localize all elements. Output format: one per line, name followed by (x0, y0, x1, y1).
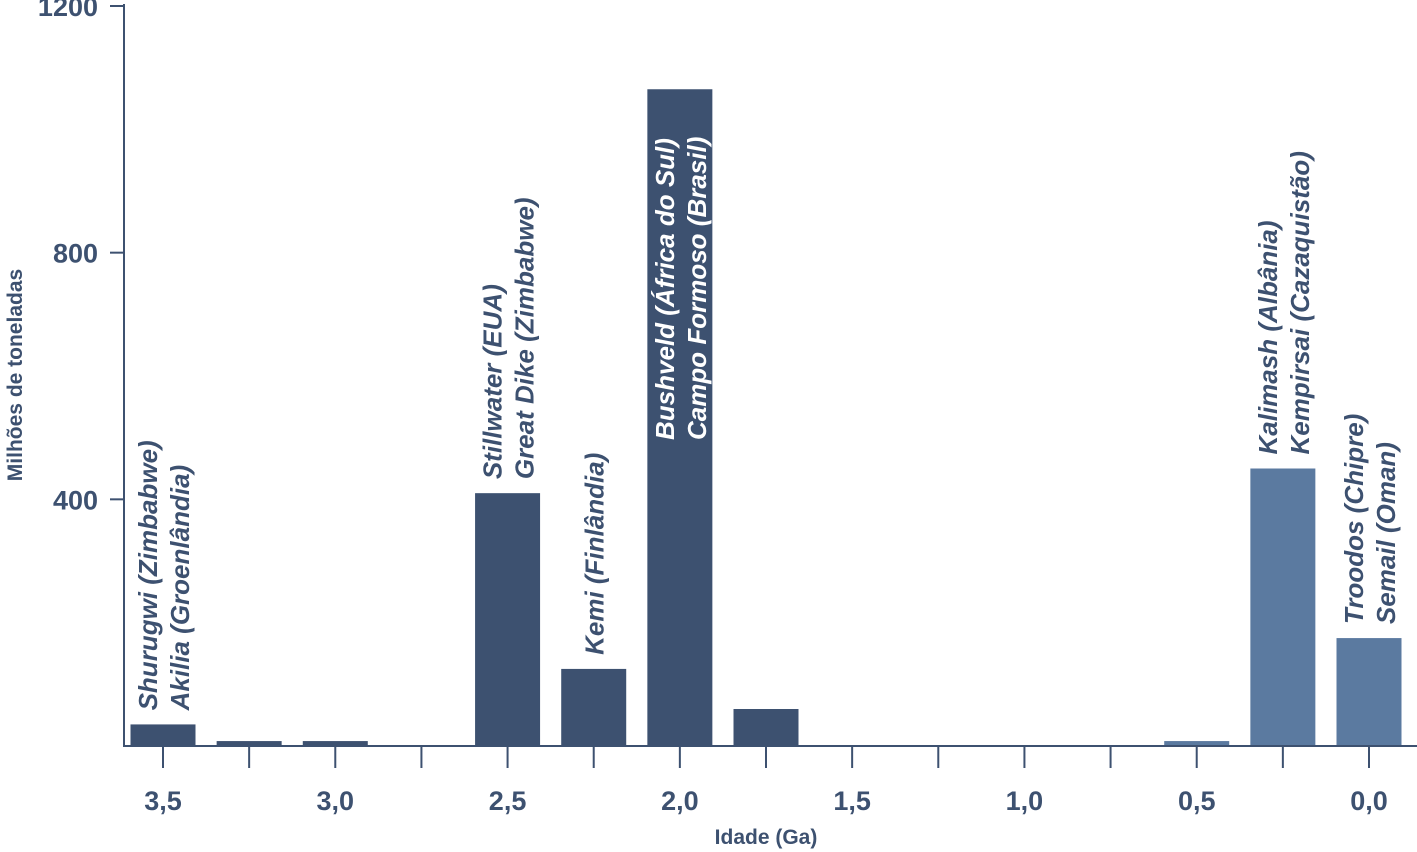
x-tick-label: 3,5 (144, 786, 182, 816)
y-tick-label: 800 (53, 239, 98, 269)
bar (647, 89, 713, 746)
bar-label: Stillwater (EUA) (478, 284, 508, 479)
bar (733, 709, 799, 746)
bar (216, 741, 282, 746)
y-tick-label: 1200 (38, 0, 98, 22)
bar-label: Campo Formoso (Brasil) (682, 137, 712, 440)
bar (130, 724, 196, 746)
bar-label: Akilia (Groenlândia) (165, 465, 195, 712)
x-tick-label: 1,5 (833, 786, 871, 816)
bar-label: Bushveld (África do Sul) (650, 138, 680, 440)
y-tick-label: 400 (53, 485, 98, 515)
y-axis-label: Milhões de toneladas (4, 269, 27, 481)
bar (1164, 741, 1230, 746)
x-tick-label: 0,0 (1350, 786, 1388, 816)
bar-label: Kempirsai (Cazaquistão) (1285, 151, 1315, 454)
x-tick-label: 3,0 (317, 786, 355, 816)
bar (561, 668, 627, 746)
bar (1250, 468, 1316, 746)
x-tick-label: 2,5 (489, 786, 527, 816)
y-ticks: 400 800 1200 (38, 0, 124, 515)
x-tick-label: 2,0 (661, 786, 699, 816)
bar (302, 741, 368, 746)
bar-label: Kemi (Finlândia) (580, 453, 610, 655)
bar-label: Semail (Oman) (1371, 442, 1401, 624)
bar (475, 493, 541, 746)
bar-label: Troodos (Chipre) (1339, 414, 1369, 624)
bar-label: Shurugwi (Zimbabwe) (133, 440, 163, 710)
bar (1336, 638, 1402, 746)
x-axis-label: Idade (Ga) (715, 826, 818, 849)
bar-labels: Shurugwi (Zimbabwe) Akilia (Groenlândia) S… (133, 137, 1401, 712)
x-tick-label: 0,5 (1178, 786, 1216, 816)
bar-label: Great Dike (Zimbabwe) (510, 197, 540, 479)
x-tick-label: 1,0 (1006, 786, 1044, 816)
x-ticks: 3,5 3,0 2,5 2,0 1,5 1,0 0,5 0,0 (144, 746, 1388, 816)
bars (130, 89, 1402, 746)
bar-label: Kalimash (Albânia) (1253, 220, 1283, 454)
